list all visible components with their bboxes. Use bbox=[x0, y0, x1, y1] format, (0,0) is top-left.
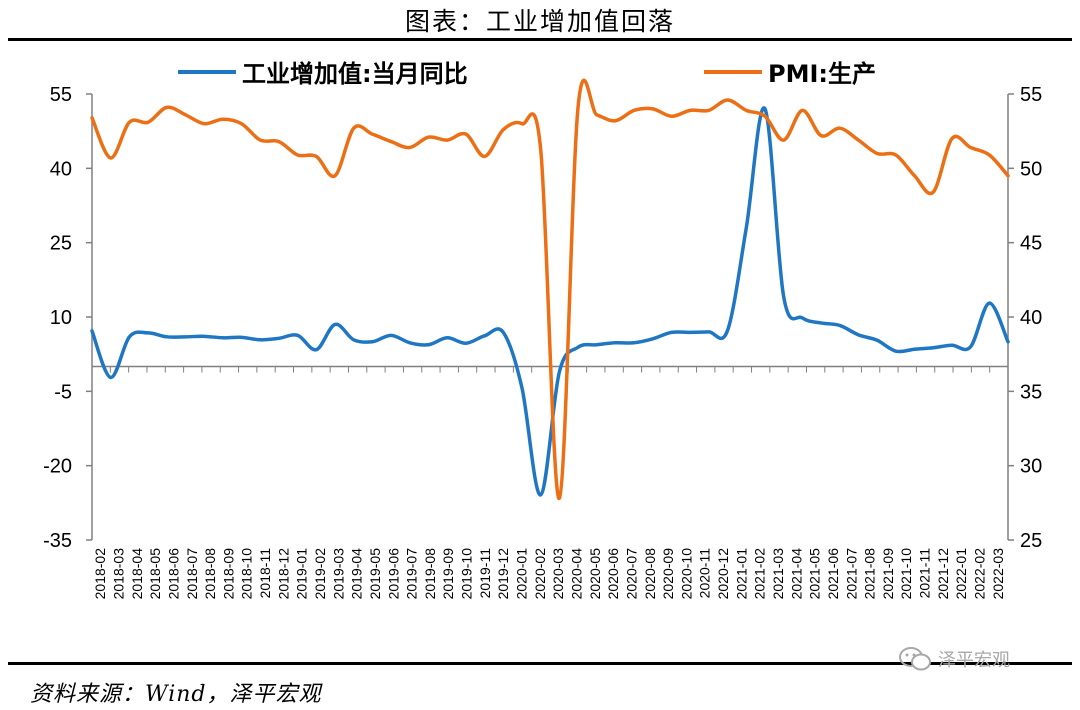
x-tick-label: 2020-02 bbox=[532, 548, 548, 600]
y-left-tick-label: -5 bbox=[54, 381, 72, 403]
x-tick-label: 2019-10 bbox=[459, 548, 475, 600]
x-tick-label: 2019-07 bbox=[404, 548, 420, 600]
x-tick-label: 2020-11 bbox=[697, 548, 713, 599]
x-tick-label: 2021-06 bbox=[825, 548, 841, 600]
x-tick-label: 2019-03 bbox=[330, 548, 346, 600]
y-right-tick-label: 55 bbox=[1020, 84, 1042, 106]
y-left-tick-label: 25 bbox=[50, 233, 72, 255]
x-tick-label: 2018-04 bbox=[129, 548, 145, 600]
x-tick-label: 2018-10 bbox=[239, 548, 255, 600]
x-tick-label: 2018-11 bbox=[257, 548, 273, 599]
x-tick-label: 2021-12 bbox=[935, 548, 951, 600]
y-left-tick-label: -35 bbox=[43, 530, 72, 552]
bottom-rule bbox=[8, 662, 1072, 665]
y-left-tick-label: 40 bbox=[50, 158, 72, 180]
y-left-tick-label: 55 bbox=[50, 84, 72, 106]
x-tick-label: 2022-02 bbox=[972, 548, 988, 600]
x-tick-label: 2018-02 bbox=[92, 548, 108, 600]
legend: 工业增加值:当月同比 PMI:生产 bbox=[178, 60, 876, 88]
x-tick-label: 2020-09 bbox=[660, 548, 676, 600]
x-tick-label: 2019-08 bbox=[422, 548, 438, 600]
x-tick-label: 2020-03 bbox=[550, 548, 566, 600]
x-tick-label: 2020-12 bbox=[715, 548, 731, 600]
x-tick-label: 2019-11 bbox=[477, 548, 493, 599]
chart-title: 图表：工业增加值回落 bbox=[404, 7, 675, 36]
x-tick-label: 2020-06 bbox=[605, 548, 621, 600]
watermark: 泽平宏观 bbox=[898, 646, 1010, 672]
y-right-tick-label: 40 bbox=[1020, 307, 1042, 329]
x-tick-label: 2022-01 bbox=[953, 548, 969, 600]
x-tick-label: 2018-08 bbox=[202, 548, 218, 600]
x-tick-label: 2018-07 bbox=[184, 548, 200, 600]
chart: 工业增加值:当月同比 PMI:生产 55 40 25 10 -5 -20 -35 55 50 45… bbox=[43, 60, 1042, 600]
x-tick-label: 2021-02 bbox=[752, 548, 768, 600]
x-tick-label: 2020-01 bbox=[514, 548, 530, 600]
x-tick-label: 2019-04 bbox=[349, 548, 365, 600]
x-tick-label: 2020-04 bbox=[568, 548, 584, 600]
x-tick-label: 2021-01 bbox=[733, 548, 749, 600]
x-tick-label: 2021-09 bbox=[880, 548, 896, 600]
y-right-tick-label: 25 bbox=[1020, 530, 1042, 552]
x-tick-label: 2021-03 bbox=[770, 548, 786, 600]
y-right-tick-label: 30 bbox=[1020, 456, 1042, 478]
x-tick-label: 2018-03 bbox=[110, 548, 126, 600]
x-tick-label: 2019-09 bbox=[440, 548, 456, 600]
x-tick-label: 2020-10 bbox=[678, 548, 694, 600]
x-tick-label: 2022-03 bbox=[990, 548, 1006, 600]
wechat-logo-icon bbox=[899, 647, 931, 671]
y-right-tick-label: 45 bbox=[1020, 233, 1042, 255]
x-tick-label: 2020-05 bbox=[587, 548, 603, 600]
source-note: 资料来源：Wind，泽平宏观 bbox=[30, 682, 322, 707]
x-tick-label: 2019-12 bbox=[495, 548, 511, 600]
y-left-tick-label: -20 bbox=[43, 456, 72, 478]
x-tick-label: 2018-09 bbox=[220, 548, 236, 600]
y-left-tick-label: 10 bbox=[50, 307, 72, 329]
watermark-text: 泽平宏观 bbox=[938, 650, 1010, 671]
x-tick-label: 2019-02 bbox=[312, 548, 328, 600]
x-tick-label: 2019-05 bbox=[367, 548, 383, 600]
x-tick-label: 2019-01 bbox=[294, 548, 310, 600]
series-line-pmi-production bbox=[90, 78, 1010, 501]
x-tick-label: 2019-06 bbox=[385, 548, 401, 600]
x-tick-label: 2018-12 bbox=[275, 548, 291, 600]
x-tick-label: 2021-08 bbox=[862, 548, 878, 600]
legend-label-pmi-production: PMI:生产 bbox=[768, 60, 876, 88]
top-rule bbox=[8, 38, 1072, 41]
legend-label-industrial-va: 工业增加值:当月同比 bbox=[242, 60, 468, 88]
y-right-tick-label: 35 bbox=[1020, 381, 1042, 403]
x-tick-label: 2021-04 bbox=[788, 548, 804, 600]
x-tick-label: 2020-08 bbox=[642, 548, 658, 600]
x-tick-label: 2021-05 bbox=[807, 548, 823, 600]
x-tick-label: 2018-06 bbox=[165, 548, 181, 600]
x-tick-label: 2021-10 bbox=[898, 548, 914, 600]
x-tick-label: 2020-07 bbox=[623, 548, 639, 600]
series-line-industrial-va bbox=[90, 106, 1010, 497]
x-tick-label: 2021-11 bbox=[917, 548, 933, 599]
x-tick-label: 2018-05 bbox=[147, 548, 163, 600]
x-tick-label: 2021-07 bbox=[843, 548, 859, 600]
y-right-tick-label: 50 bbox=[1020, 158, 1042, 180]
